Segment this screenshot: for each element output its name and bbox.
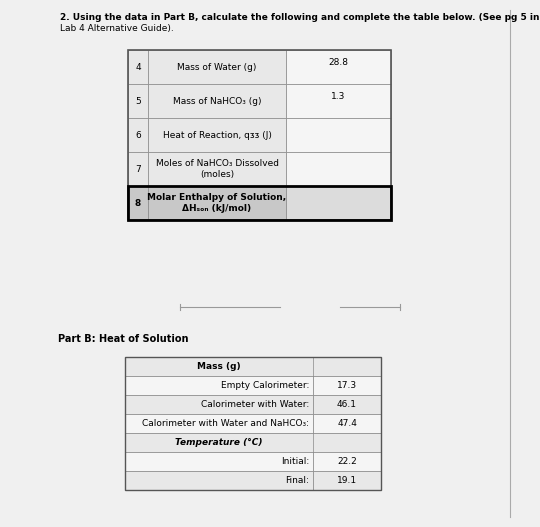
Bar xyxy=(125,357,381,490)
Text: 8: 8 xyxy=(135,199,141,208)
Bar xyxy=(125,433,381,452)
Text: Initial:: Initial: xyxy=(281,457,309,466)
Text: Part B: Heat of Solution: Part B: Heat of Solution xyxy=(58,334,188,344)
Text: Calorimeter with Water:: Calorimeter with Water: xyxy=(201,400,309,409)
Bar xyxy=(313,452,381,471)
Text: Calorimeter with Water and NaHCO₃:: Calorimeter with Water and NaHCO₃: xyxy=(142,419,309,428)
Text: 46.1: 46.1 xyxy=(337,400,357,409)
Text: Mass (g): Mass (g) xyxy=(197,362,241,371)
Bar xyxy=(125,452,313,471)
Text: 28.8: 28.8 xyxy=(328,58,348,67)
Text: Molar Enthalpy of Solution,
ΔHₛₒₙ (kJ/mol): Molar Enthalpy of Solution, ΔHₛₒₙ (kJ/mo… xyxy=(147,193,287,213)
Text: Moles of NaHCO₃ Dissolved
(moles): Moles of NaHCO₃ Dissolved (moles) xyxy=(156,159,279,179)
Text: Final:: Final: xyxy=(285,476,309,485)
Bar xyxy=(128,84,148,118)
Bar xyxy=(313,395,381,414)
Text: 19.1: 19.1 xyxy=(337,476,357,485)
Bar xyxy=(148,152,286,186)
Text: 47.4: 47.4 xyxy=(337,419,357,428)
Bar xyxy=(148,186,286,220)
Text: 17.3: 17.3 xyxy=(337,381,357,390)
Text: 22.2: 22.2 xyxy=(337,457,357,466)
Bar xyxy=(125,471,313,490)
Bar xyxy=(286,84,391,118)
Bar xyxy=(313,376,381,395)
Bar xyxy=(313,471,381,490)
Bar xyxy=(286,118,391,152)
Text: Temperature (°C): Temperature (°C) xyxy=(176,438,263,447)
Text: Mass of NaHCO₃ (g): Mass of NaHCO₃ (g) xyxy=(173,96,261,105)
Bar xyxy=(125,395,313,414)
Text: Mass of Water (g): Mass of Water (g) xyxy=(177,63,256,72)
Bar xyxy=(148,50,286,84)
Text: 1.3: 1.3 xyxy=(332,92,346,101)
Bar xyxy=(128,50,148,84)
Bar xyxy=(125,376,313,395)
Bar xyxy=(125,357,381,376)
Text: Lab 4 Alternative Guide).: Lab 4 Alternative Guide). xyxy=(60,24,174,33)
Bar xyxy=(286,152,391,186)
Text: 5: 5 xyxy=(135,96,141,105)
Bar xyxy=(128,186,391,220)
Bar xyxy=(286,50,391,84)
Text: 6: 6 xyxy=(135,131,141,140)
Bar xyxy=(128,186,148,220)
Bar xyxy=(148,118,286,152)
Text: 7: 7 xyxy=(135,164,141,173)
Text: Empty Calorimeter:: Empty Calorimeter: xyxy=(221,381,309,390)
Bar xyxy=(286,186,391,220)
Text: Heat of Reaction, qᴣᴣ (J): Heat of Reaction, qᴣᴣ (J) xyxy=(163,131,272,140)
Text: 4: 4 xyxy=(135,63,141,72)
Bar xyxy=(125,414,313,433)
Bar xyxy=(128,152,148,186)
Bar xyxy=(128,118,148,152)
Bar xyxy=(313,414,381,433)
Bar xyxy=(128,50,391,220)
Bar xyxy=(148,84,286,118)
Text: 2. Using the data in Part B, calculate the following and complete the table belo: 2. Using the data in Part B, calculate t… xyxy=(60,13,539,22)
